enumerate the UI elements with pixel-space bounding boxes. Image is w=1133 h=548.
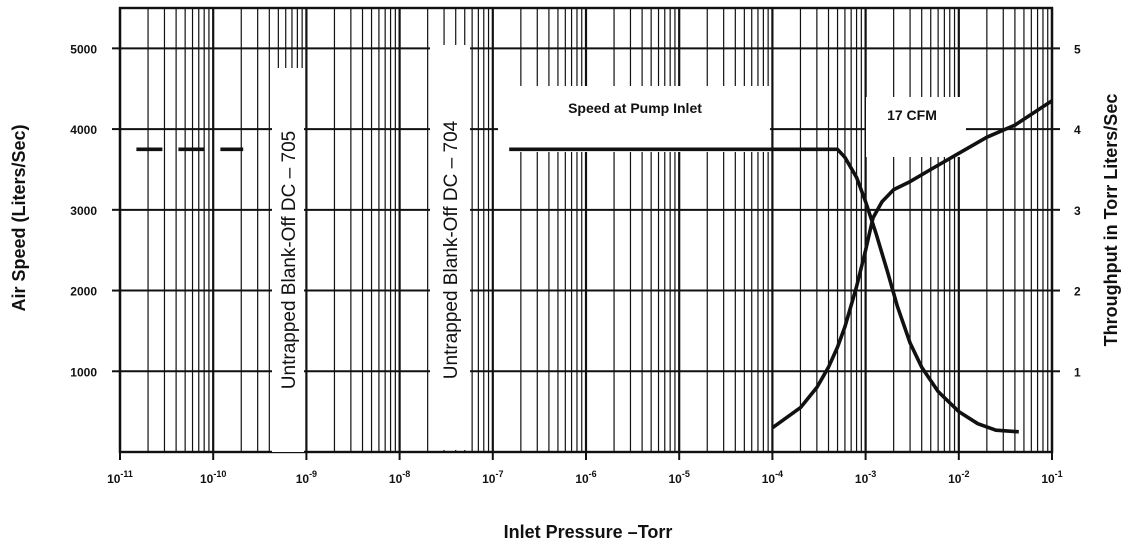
x-tick-labels: 10-11 10-10 10-9 10-8 10-7 10-6 10-5 10-4 10-3 10… [107, 469, 1063, 486]
throughput-curve [771, 99, 1053, 430]
x-tick-label: 10-3 [855, 469, 876, 486]
y-tick-label: 3000 [70, 204, 97, 218]
speed-at-pump-inlet-label: Speed at Pump Inlet [568, 100, 702, 116]
y-tick-labels: 1000 2000 3000 4000 5000 [70, 42, 97, 379]
cfm-label: 17 CFM [887, 107, 937, 123]
x-tick-label: 10-8 [389, 469, 410, 486]
blankoff-705-box [272, 68, 304, 452]
x-tick-label: 10-1 [1041, 469, 1062, 486]
y2-tick-label: 4 [1074, 123, 1081, 137]
x-tick-label: 10-11 [107, 469, 133, 486]
x-tick-label: 10-2 [948, 469, 969, 486]
series-layer [136, 99, 1053, 434]
y-tick-label: 2000 [70, 285, 97, 299]
air-speed-curve [509, 147, 1019, 434]
x-tick-label: 10-7 [482, 469, 503, 486]
y2-tick-label: 5 [1074, 42, 1081, 56]
blankoff-705-label: Untrapped Blank-Off DC – 705 [279, 131, 300, 389]
y-tick-label: 5000 [70, 42, 97, 56]
x-tick-label: 10-6 [575, 469, 596, 486]
y2-tick-labels: 1 2 3 4 5 [1074, 42, 1081, 379]
speed-label-box [498, 86, 770, 152]
plot-frame [112, 6, 1060, 460]
x-tick-label: 10-9 [296, 469, 317, 486]
y-tick-label: 1000 [70, 365, 97, 379]
x-tick-label: 10-10 [200, 469, 226, 486]
y2-axis-title: Throughput in Torr Liters/Sec [1101, 94, 1121, 347]
x-axis-title: Inlet Pressure –Torr [504, 522, 673, 542]
blankoff-704-label: Untrapped Blank-Off DC – 704 [441, 120, 462, 379]
blankoff-704-box [430, 45, 470, 450]
cfm-label-box [866, 97, 966, 157]
y-axis-title: Air Speed (Liters/Sec) [9, 124, 29, 311]
y2-tick-label: 1 [1074, 365, 1081, 379]
y2-tick-label: 3 [1074, 204, 1081, 218]
x-tick-label: 10-4 [762, 469, 783, 486]
y2-tick-label: 2 [1074, 285, 1081, 299]
y-tick-label: 4000 [70, 123, 97, 137]
x-tick-label: 10-5 [669, 469, 690, 486]
grid-lines [118, 8, 1054, 452]
